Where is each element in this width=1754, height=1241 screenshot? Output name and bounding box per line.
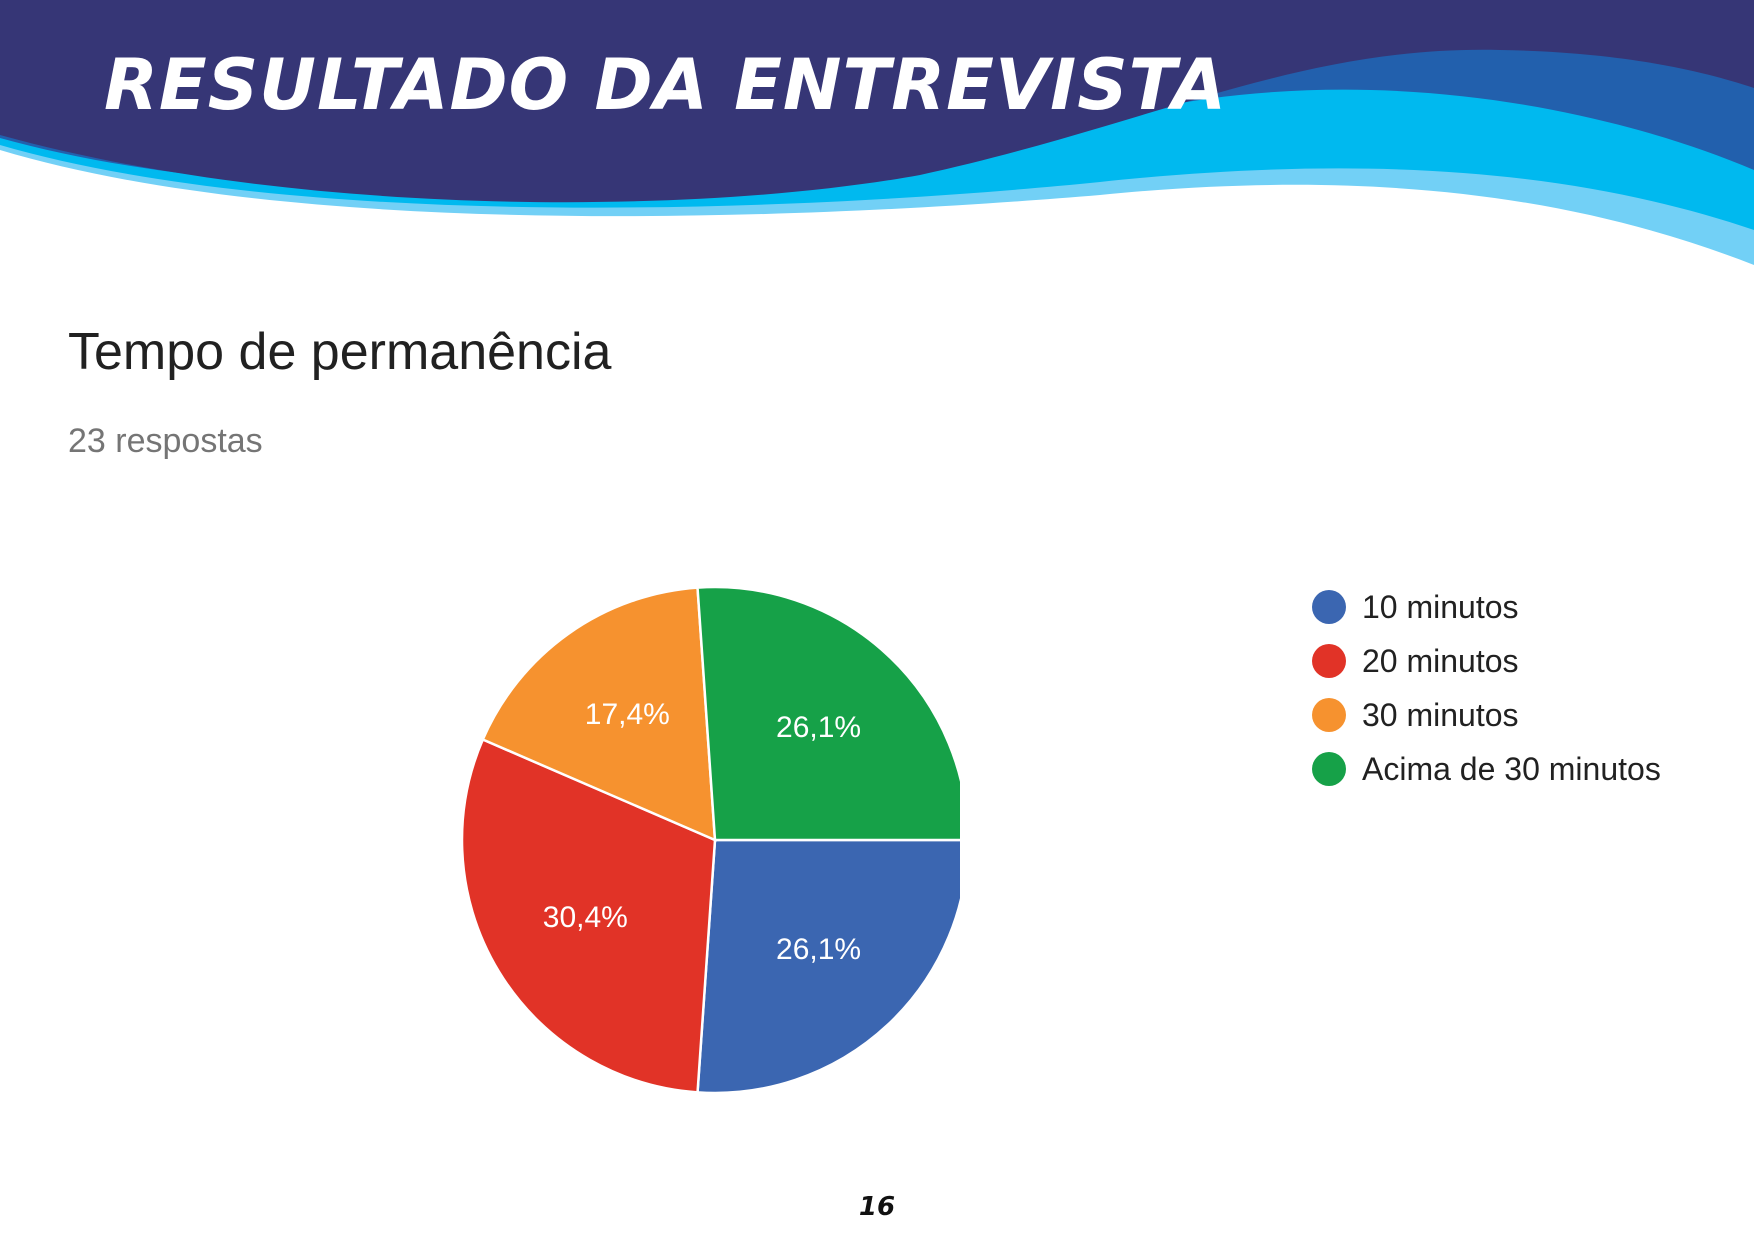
pie-slice[interactable] xyxy=(696,838,960,1095)
pie-chart: 26,1% 30,4% 17,4% 26,1% xyxy=(460,585,960,1095)
pie-slice-label: 26,1% xyxy=(776,933,861,966)
legend-swatch-icon xyxy=(1312,644,1346,678)
legend-label: 30 minutos xyxy=(1362,696,1519,733)
pie-slice-label: 26,1% xyxy=(776,711,861,744)
pie-slice[interactable] xyxy=(481,586,717,842)
legend-label: 20 minutos xyxy=(1362,642,1519,679)
chart-legend: 10 minutos 20 minutos 30 minutos Acima d… xyxy=(1312,580,1661,796)
pie-slice[interactable] xyxy=(696,585,960,842)
legend-item[interactable]: 30 minutos xyxy=(1312,688,1661,742)
legend-label: 10 minutos xyxy=(1362,588,1519,625)
pie-slice-label: 17,4% xyxy=(585,698,670,731)
header-wave-banner xyxy=(0,0,1754,265)
legend-swatch-icon xyxy=(1312,590,1346,624)
legend-item[interactable]: Acima de 30 minutos xyxy=(1312,742,1661,796)
wave-dark-band xyxy=(0,0,1754,203)
chart-subtitle: 23 respostas xyxy=(68,422,263,460)
legend-item[interactable]: 10 minutos xyxy=(1312,580,1661,634)
pie-slice[interactable] xyxy=(460,737,717,1094)
legend-item[interactable]: 20 minutos xyxy=(1312,634,1661,688)
page-title: RESULTADO DA ENTREVISTA xyxy=(104,44,1228,126)
legend-swatch-icon xyxy=(1312,752,1346,786)
legend-swatch-icon xyxy=(1312,698,1346,732)
page-number: 16 xyxy=(858,1192,896,1222)
legend-label: Acima de 30 minutos xyxy=(1362,750,1661,787)
pie-slice-label: 30,4% xyxy=(543,901,628,934)
chart-title: Tempo de permanência xyxy=(68,323,612,381)
